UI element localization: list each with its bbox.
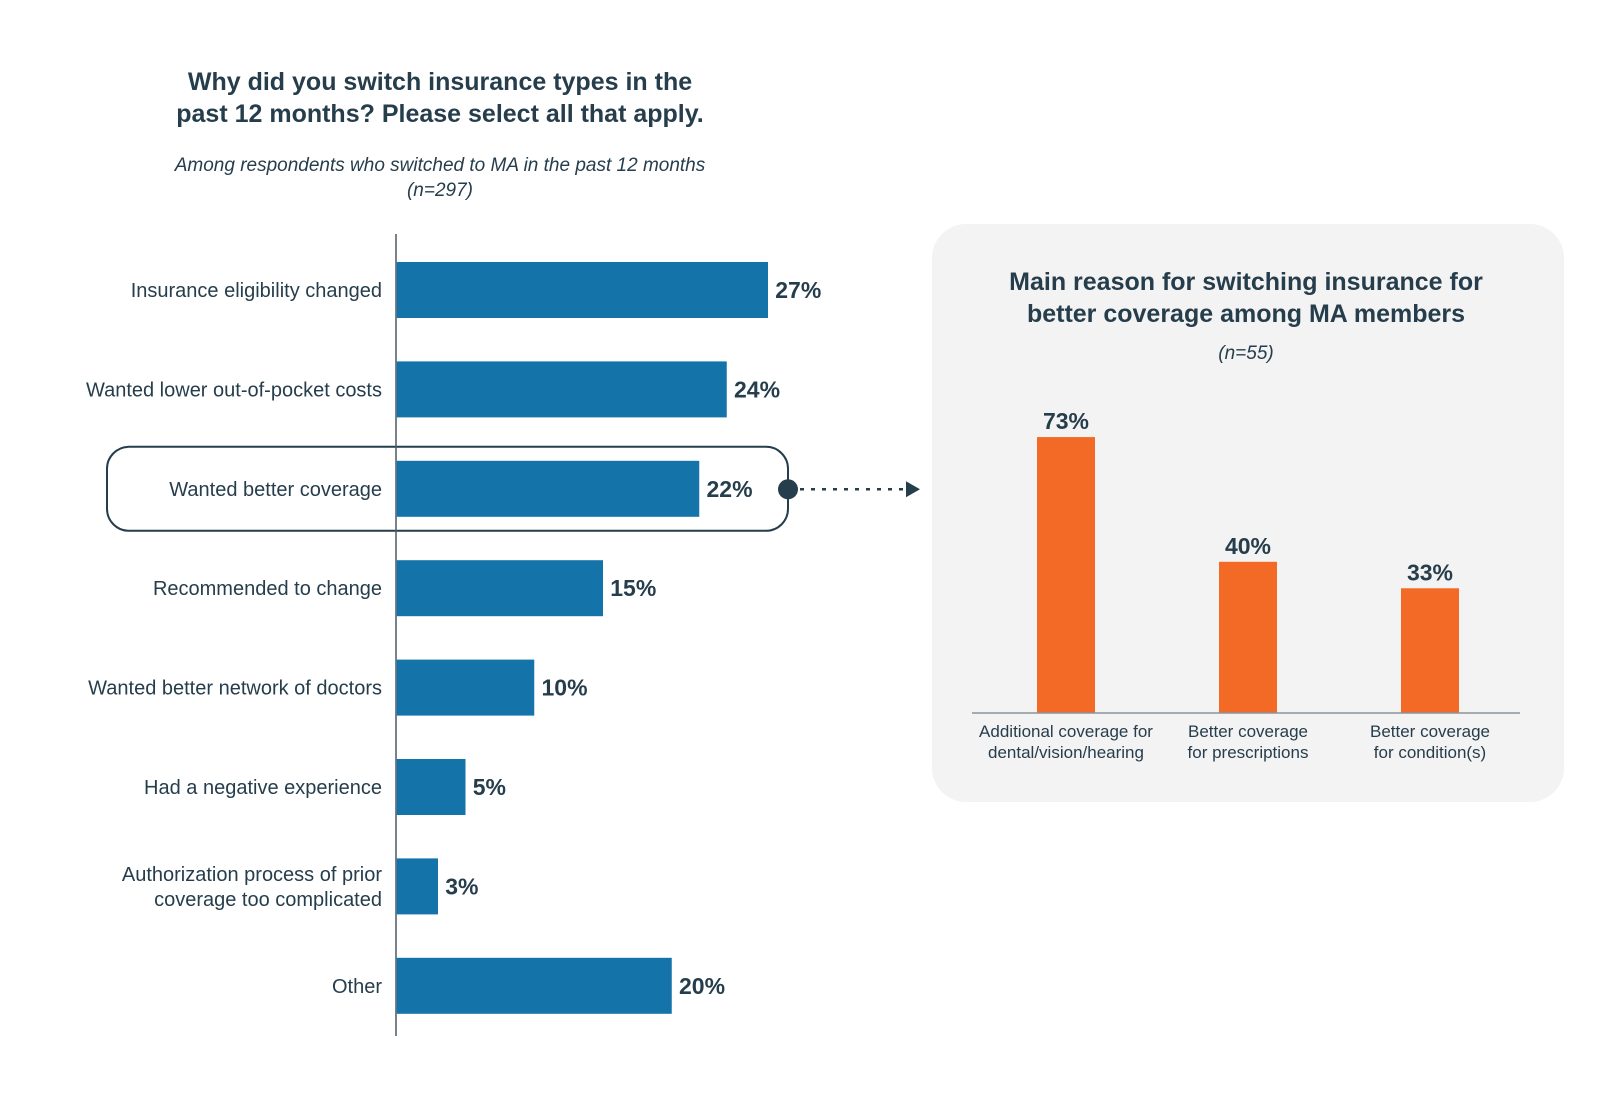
- category-label: Recommended to change: [153, 578, 382, 600]
- category-label: Wanted better network of doctors: [88, 678, 382, 700]
- right-chart-title-line1: Main reason for switching insurance for: [1009, 268, 1483, 296]
- bar: [396, 659, 535, 716]
- bar-value-label: 10%: [542, 675, 588, 701]
- column-value-label: 73%: [1043, 408, 1089, 434]
- left-chart-title: Why did you switch insurance types in th…: [150, 66, 730, 130]
- bar-value-label: 5%: [473, 774, 506, 800]
- bar-value-label: 3%: [445, 873, 478, 899]
- column-bar: [1401, 588, 1459, 713]
- column-category-label: Better coverage: [1370, 722, 1490, 741]
- bar: [396, 262, 768, 318]
- category-label: Insurance eligibility changed: [131, 280, 382, 302]
- left-chart-title-line2: past 12 months? Please select all that a…: [176, 100, 704, 128]
- column-bar: [1219, 561, 1277, 713]
- left-chart-subtitle-line2: (n=297): [406, 180, 474, 201]
- category-label: Wanted better coverage: [169, 479, 382, 501]
- right-chart-subtitle: (n=55): [1218, 343, 1274, 364]
- bar: [396, 858, 438, 915]
- category-label: Other: [332, 976, 382, 998]
- bar-value-label: 15%: [610, 575, 656, 601]
- bar-value-label: 20%: [679, 973, 725, 999]
- category-label: Authorization process of prior: [122, 864, 382, 886]
- connector-dot: [778, 479, 798, 500]
- category-label: Wanted lower out-of-pocket costs: [86, 379, 382, 401]
- column-category-label: for condition(s): [1374, 743, 1486, 762]
- category-label: Had a negative experience: [144, 777, 382, 799]
- right-chart-title-line2: better coverage among MA members: [1026, 300, 1466, 328]
- bar-value-label: 22%: [707, 476, 753, 502]
- left-chart-subtitle: Among respondents who switched to MA in …: [110, 153, 770, 203]
- left-chart-subtitle-line1: Among respondents who switched to MA in …: [174, 155, 706, 176]
- bar: [396, 759, 466, 815]
- bar: [396, 560, 603, 617]
- right-chart-title: Main reason for switching insurance for …: [962, 266, 1530, 330]
- bar-value-label: 27%: [775, 277, 821, 303]
- bar: [396, 957, 672, 1014]
- bar-value-label: 24%: [734, 376, 780, 402]
- connector-arrowhead: [906, 481, 920, 498]
- column-bar: [1037, 437, 1095, 713]
- column-category-label: Additional coverage for: [979, 722, 1153, 741]
- left-chart-title-line1: Why did you switch insurance types in th…: [187, 68, 693, 96]
- column-category-label: dental/vision/hearing: [988, 743, 1144, 762]
- column-category-label: Better coverage: [1188, 722, 1308, 741]
- category-label: coverage too complicated: [154, 889, 382, 911]
- column-value-label: 40%: [1225, 533, 1271, 559]
- bar: [396, 460, 700, 517]
- bar: [396, 361, 727, 418]
- column-value-label: 33%: [1407, 559, 1453, 585]
- column-category-label: for prescriptions: [1188, 743, 1309, 762]
